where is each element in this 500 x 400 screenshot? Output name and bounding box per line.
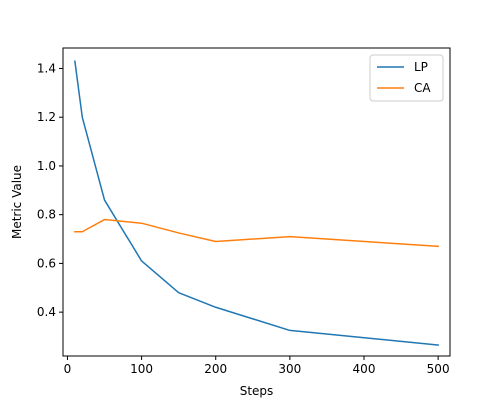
y-tick-label: 1.0 (37, 159, 56, 173)
x-tick-label: 500 (427, 362, 450, 376)
legend-box (369, 54, 444, 102)
y-tick-label: 0.6 (37, 256, 56, 270)
series-line-lp (74, 60, 439, 346)
series-line-ca (74, 218, 439, 248)
legend: LP CA (369, 54, 444, 102)
x-tick-label: 100 (130, 362, 153, 376)
y-tick-label: 0.8 (37, 208, 56, 222)
legend-label-ca: CA (414, 81, 431, 95)
x-tick-label: 200 (204, 362, 227, 376)
x-axis-ticks: 0 100 200 300 400 500 (64, 356, 450, 376)
y-axis-title: Metric Value (10, 165, 24, 239)
x-tick-label: 300 (278, 362, 301, 376)
plot-frame (62, 47, 451, 357)
y-tick-label: 1.4 (37, 61, 56, 75)
y-axis-ticks: 0.4 0.6 0.8 1.0 1.2 1.4 (37, 61, 63, 319)
x-tick-label: 400 (353, 362, 376, 376)
y-tick-label: 0.4 (37, 305, 56, 319)
legend-label-lp: LP (414, 60, 428, 74)
y-tick-label: 1.2 (37, 110, 56, 124)
x-axis-title: Steps (240, 384, 274, 398)
x-tick-label: 0 (64, 362, 72, 376)
series-layer (74, 60, 439, 346)
